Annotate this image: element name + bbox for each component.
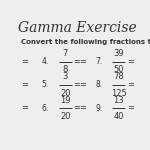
Text: 39: 39 xyxy=(113,49,124,58)
Text: =: = xyxy=(21,104,28,113)
Text: =: = xyxy=(21,81,28,90)
Text: Convert the following fractions to decimals:: Convert the following fractions to decim… xyxy=(21,39,150,45)
Text: 20: 20 xyxy=(60,112,70,121)
Text: =: = xyxy=(79,57,86,66)
Text: 8.: 8. xyxy=(95,81,102,90)
Text: =: = xyxy=(127,81,134,90)
Text: 78: 78 xyxy=(113,72,124,81)
Text: =: = xyxy=(79,81,86,90)
Text: 125: 125 xyxy=(111,88,127,98)
Text: 7.: 7. xyxy=(95,57,102,66)
Text: =: = xyxy=(127,57,134,66)
Text: =: = xyxy=(127,104,134,113)
Text: =: = xyxy=(21,57,28,66)
Text: 3: 3 xyxy=(63,72,68,81)
Text: 13: 13 xyxy=(113,96,124,105)
Text: 40: 40 xyxy=(114,112,124,121)
Text: 9.: 9. xyxy=(95,104,102,113)
Text: 50: 50 xyxy=(114,65,124,74)
Text: 8: 8 xyxy=(63,65,68,74)
Text: 5.: 5. xyxy=(42,81,49,90)
Text: =: = xyxy=(73,104,80,113)
Text: Gamma Exercise: Gamma Exercise xyxy=(18,21,136,35)
Text: =: = xyxy=(79,104,86,113)
Text: =: = xyxy=(73,81,80,90)
Text: 4.: 4. xyxy=(42,57,49,66)
Text: 19: 19 xyxy=(60,96,70,105)
Text: 7: 7 xyxy=(63,49,68,58)
Text: =: = xyxy=(73,57,80,66)
Text: 20: 20 xyxy=(60,88,70,98)
Text: 6.: 6. xyxy=(42,104,49,113)
